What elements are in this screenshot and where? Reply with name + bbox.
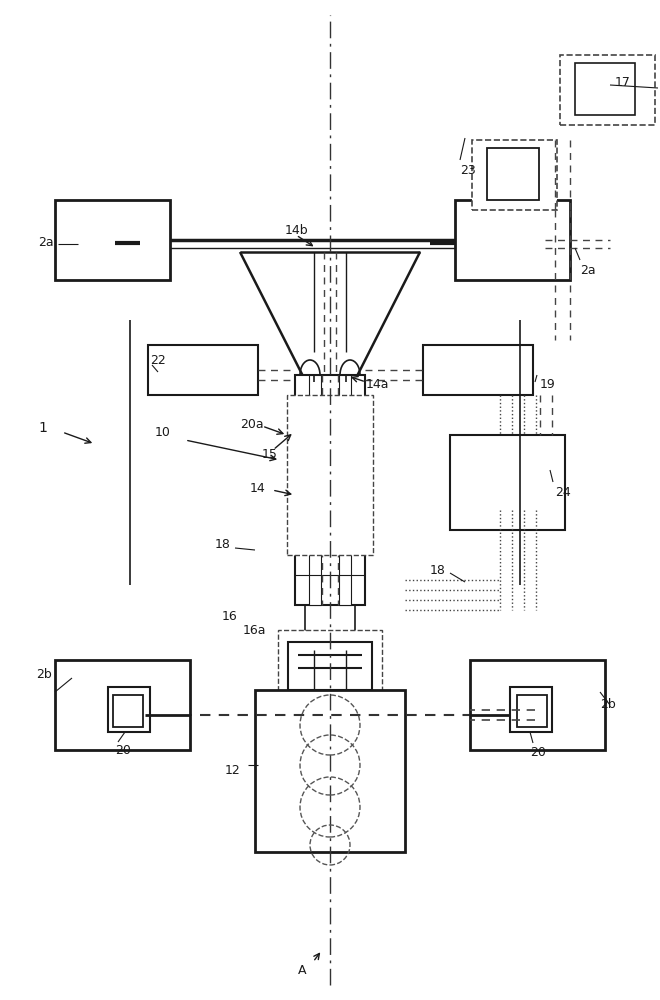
- Bar: [288, 642, 372, 690]
- Bar: [575, 63, 635, 115]
- Text: 20: 20: [530, 746, 546, 758]
- Text: 16a: 16a: [243, 624, 267, 637]
- Bar: [287, 395, 373, 555]
- Text: 14a: 14a: [366, 378, 389, 391]
- Bar: [455, 200, 570, 280]
- Text: 18: 18: [430, 564, 446, 576]
- Bar: [423, 345, 533, 395]
- Bar: [309, 375, 321, 605]
- Text: 12: 12: [225, 764, 241, 776]
- Text: 22: 22: [150, 354, 166, 366]
- Text: 20a: 20a: [240, 418, 263, 432]
- Text: 18: 18: [215, 538, 231, 552]
- Bar: [255, 690, 405, 852]
- Bar: [510, 687, 552, 732]
- Bar: [450, 435, 565, 530]
- Bar: [55, 660, 190, 750]
- Bar: [55, 200, 170, 280]
- Text: 24: 24: [555, 486, 571, 498]
- Bar: [517, 695, 547, 727]
- Bar: [560, 55, 655, 125]
- Text: 2b: 2b: [36, 668, 51, 682]
- Bar: [113, 695, 143, 727]
- Text: 23: 23: [460, 163, 476, 176]
- Bar: [148, 345, 258, 395]
- Text: 17: 17: [615, 77, 631, 90]
- Text: 14b: 14b: [285, 224, 309, 236]
- Text: 19: 19: [540, 378, 556, 391]
- Bar: [108, 687, 150, 732]
- Bar: [295, 375, 365, 605]
- Bar: [339, 375, 351, 605]
- Text: A: A: [298, 964, 306, 976]
- Text: 2a: 2a: [580, 263, 595, 276]
- Text: 15: 15: [262, 448, 278, 462]
- Bar: [472, 140, 557, 210]
- Text: 20: 20: [115, 744, 131, 756]
- Bar: [487, 148, 539, 200]
- Text: 1: 1: [38, 421, 47, 435]
- Text: 14: 14: [250, 482, 266, 494]
- Text: 2a: 2a: [38, 235, 53, 248]
- Text: 2b: 2b: [600, 698, 616, 712]
- Text: 10: 10: [155, 426, 171, 438]
- Bar: [470, 660, 605, 750]
- Text: 16: 16: [222, 610, 238, 624]
- Bar: [278, 630, 382, 705]
